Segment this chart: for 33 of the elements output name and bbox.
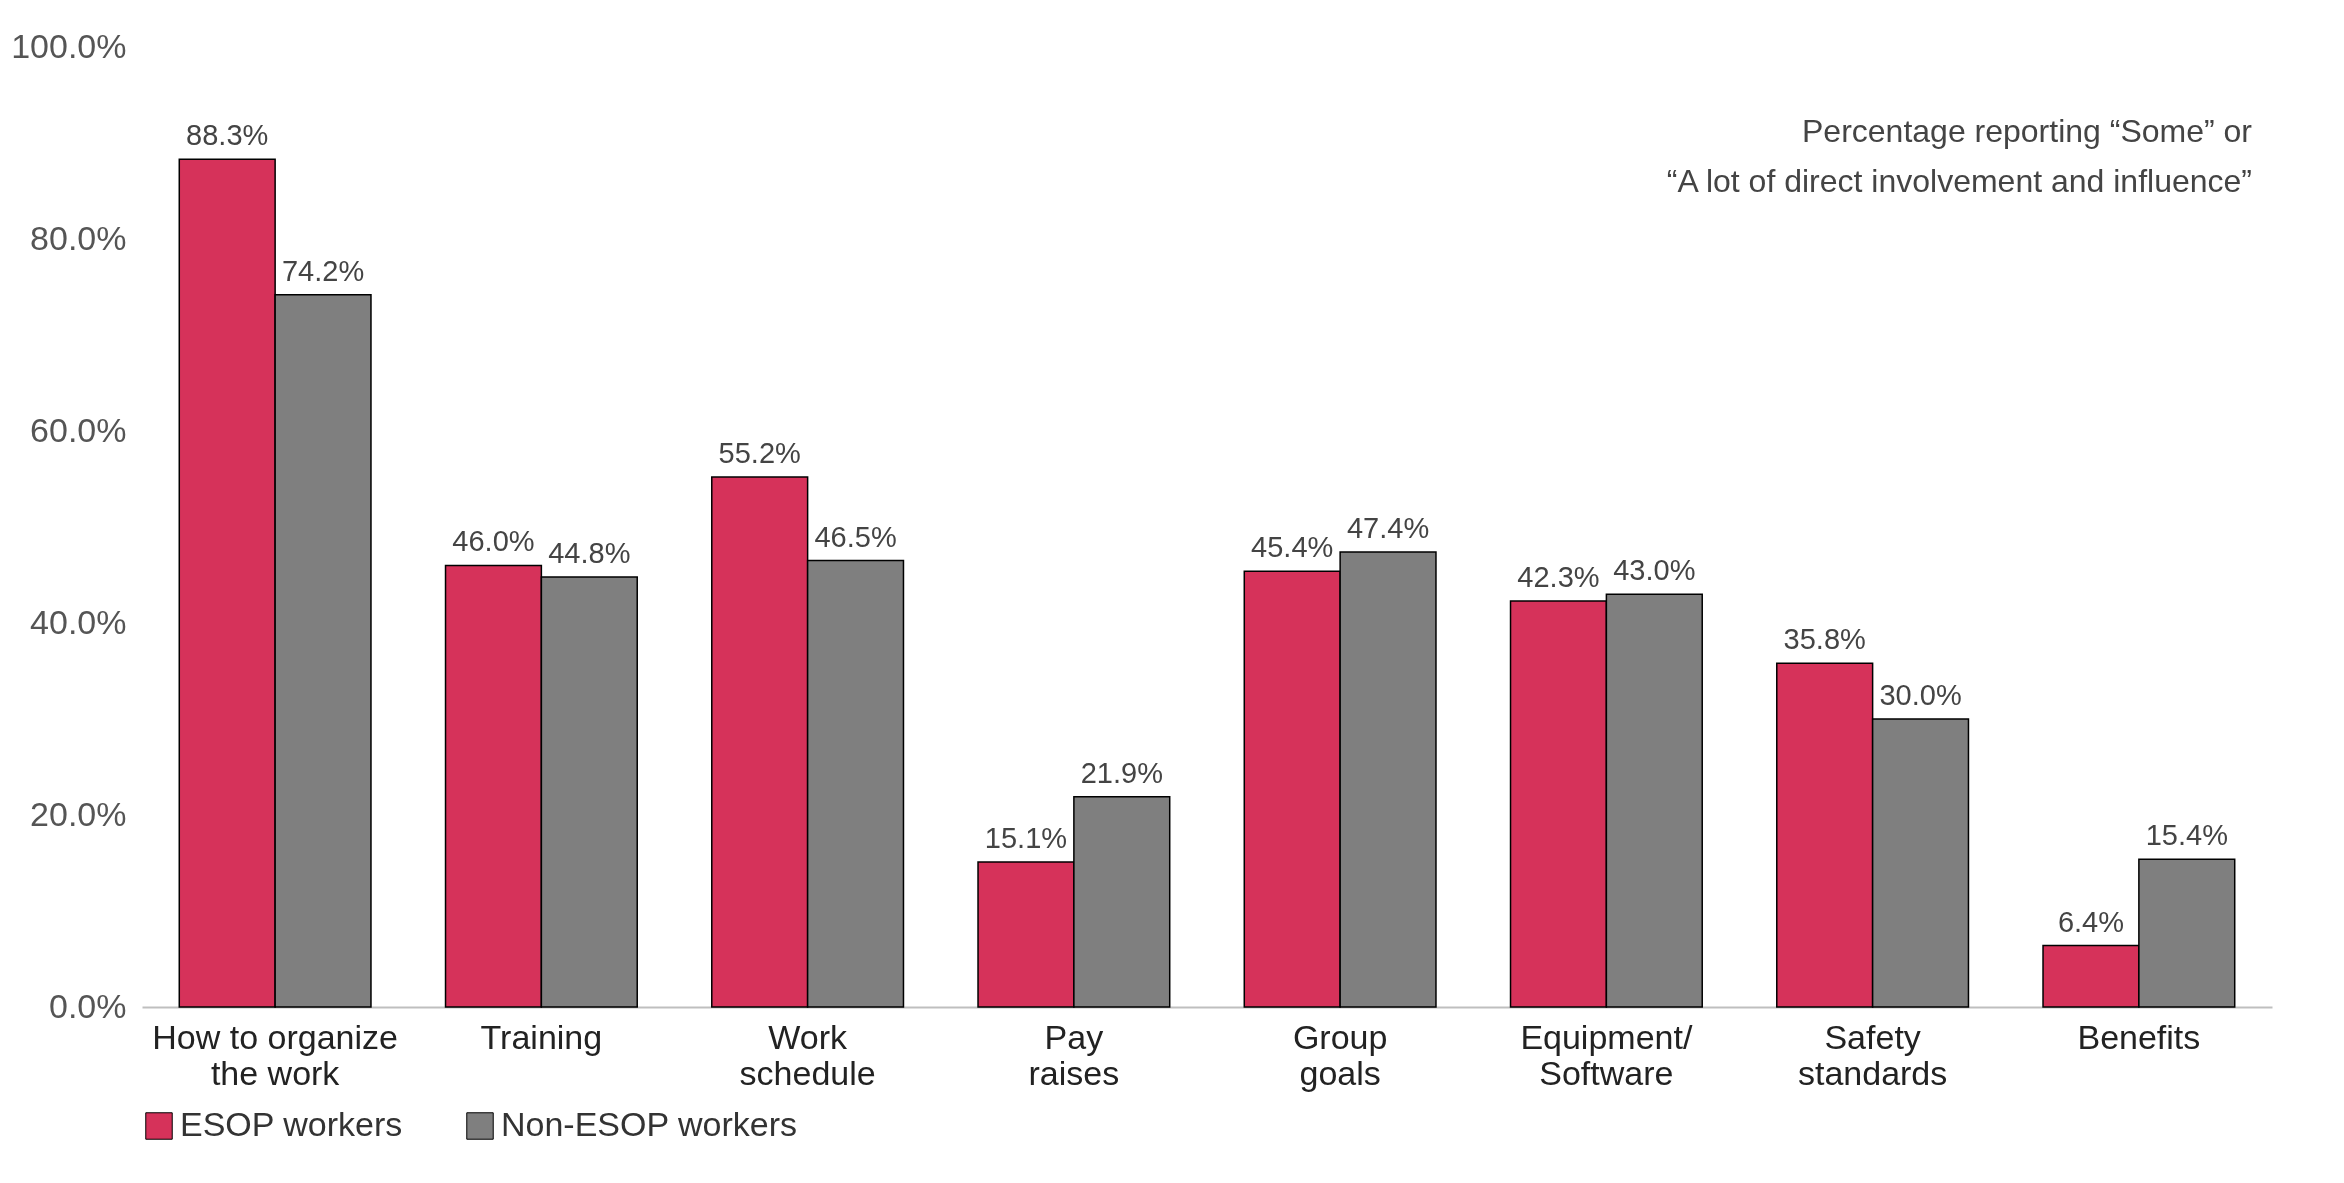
y-tick-label: 100.0% — [11, 26, 127, 65]
y-tick-label: 0.0% — [49, 986, 127, 1025]
x-tick-label: Pay raises — [1028, 1017, 1120, 1092]
legend-label: Non-ESOP workers — [501, 1105, 798, 1143]
x-tick-label: How to organize the work — [152, 1017, 398, 1092]
x-tick-label: Equipment/ Software — [1520, 1017, 1693, 1092]
y-tick-label: 60.0% — [30, 410, 127, 449]
data-label: 74.2% — [281, 254, 365, 287]
legend-label: ESOP workers — [180, 1105, 403, 1143]
data-label: 47.4% — [1346, 511, 1430, 544]
x-tick-label: Benefits — [2077, 1017, 2201, 1056]
data-label: 15.4% — [2145, 819, 2228, 852]
data-label: 46.5% — [814, 520, 897, 553]
x-tick-label: Safety standards — [1797, 1017, 1948, 1092]
data-label: 42.3% — [1517, 560, 1600, 593]
data-label: 35.8% — [1783, 623, 1866, 656]
x-tick-label: Training — [480, 1017, 603, 1056]
data-label: 6.4% — [2057, 905, 2124, 938]
data-label: 21.9% — [1080, 756, 1163, 789]
y-tick-label: 80.0% — [30, 218, 127, 257]
y-tick-label: 40.0% — [30, 602, 127, 641]
data-label: 43.0% — [1613, 554, 1696, 587]
data-label: 15.1% — [984, 822, 1068, 855]
data-label: 44.8% — [548, 536, 631, 569]
data-label: 45.4% — [1251, 531, 1334, 564]
annotation: Percentage reporting “Some” or “A lot of direct involvement and influence” — [1666, 113, 2253, 199]
y-tick-label: 20.0% — [30, 794, 127, 833]
data-label: 88.3% — [186, 119, 269, 152]
x-tick-label: Group goals — [1292, 1017, 1388, 1092]
data-label: 55.2% — [718, 437, 801, 470]
data-label: 46.0% — [452, 525, 535, 558]
x-tick-label: Work schedule — [739, 1017, 876, 1092]
data-label: 30.0% — [1879, 679, 1962, 711]
